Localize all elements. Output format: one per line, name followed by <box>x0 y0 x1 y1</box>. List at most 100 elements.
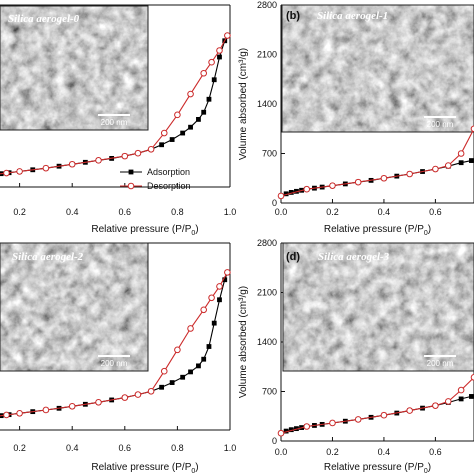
data-point-adsorption <box>196 363 201 369</box>
x-axis-title: Relative pressure (P/P0) <box>324 224 431 237</box>
data-point-adsorption <box>211 320 217 326</box>
data-point-desorption <box>68 402 76 410</box>
x-tick-label: 0.4 <box>378 447 391 457</box>
data-point-desorption <box>216 47 223 54</box>
data-point-desorption <box>380 411 388 419</box>
data-point-desorption <box>444 398 452 405</box>
data-point-desorption <box>95 157 102 164</box>
data-point-adsorption <box>188 369 193 375</box>
scale-bar-label: 200 nm <box>101 118 128 127</box>
data-point-desorption <box>380 174 388 182</box>
data-point-desorption <box>95 398 102 406</box>
data-point-desorption <box>134 391 142 398</box>
sample-title: Silica aerogel-1 <box>317 10 388 22</box>
y-tick-label: 0 <box>272 198 277 208</box>
data-point-adsorption <box>217 297 222 303</box>
data-point-adsorption <box>206 344 212 349</box>
data-point-desorption <box>216 283 223 290</box>
x-tick-label: 0.4 <box>378 207 391 217</box>
series-line <box>280 377 474 434</box>
data-point-desorption <box>224 32 231 39</box>
data-point-adsorption <box>188 124 193 130</box>
data-point-desorption <box>121 152 129 160</box>
data-point-adsorption <box>211 77 217 83</box>
data-point-adsorption <box>201 356 207 362</box>
data-point-adsorption <box>469 158 474 163</box>
data-point-adsorption <box>283 191 289 197</box>
data-point-adsorption <box>180 130 186 136</box>
data-point-desorption <box>354 416 362 423</box>
data-point-desorption <box>187 90 194 98</box>
y-tick-label: 0 <box>272 436 277 446</box>
data-point-adsorption <box>196 117 201 122</box>
data-point-adsorption <box>283 428 289 434</box>
x-axis-title: Relative pressure (P/P0) <box>91 462 198 474</box>
x-axis-title: Relative pressure (P/P0) <box>91 224 198 237</box>
legend-label: Adsorption <box>147 167 190 177</box>
data-point-desorption <box>121 394 129 401</box>
data-point-desorption <box>329 419 336 427</box>
y-tick-label: 700 <box>262 149 277 159</box>
y-axis-title: Volume absorbed (cm³/g) <box>238 286 249 398</box>
data-point-adsorption <box>469 394 474 399</box>
x-tick-label: 0.4 <box>66 443 79 453</box>
data-point-adsorption <box>458 160 464 166</box>
data-point-desorption <box>457 386 465 394</box>
x-tick-label: 0.8 <box>171 207 184 217</box>
y-tick-label: 2800 <box>257 0 277 10</box>
data-point-desorption <box>444 162 452 169</box>
data-point-adsorption <box>458 396 464 402</box>
scale-bar-label: 200 nm <box>427 359 454 368</box>
sem-micrograph <box>0 5 149 131</box>
y-tick-label: 2100 <box>257 288 277 298</box>
y-tick-label: 2100 <box>257 50 277 60</box>
sem-micrograph <box>0 242 149 372</box>
data-point-desorption <box>208 58 215 66</box>
data-point-desorption <box>134 149 142 157</box>
x-tick-label: 0.6 <box>429 207 442 217</box>
data-point-adsorption <box>159 142 165 148</box>
data-point-desorption <box>42 406 50 414</box>
panel-2: 0.2 0.4 0.6 0.8 1.0 Relative pressure (P/P0) S… <box>0 242 236 474</box>
x-tick-label: 0.8 <box>171 443 184 453</box>
data-point-desorption <box>432 402 439 409</box>
data-point-desorption <box>200 306 207 314</box>
data-point-desorption <box>457 150 465 157</box>
data-point-adsorption <box>201 109 207 115</box>
y-tick-label: 2800 <box>257 238 277 248</box>
data-point-desorption <box>160 129 168 137</box>
sem-micrograph <box>282 242 474 372</box>
legend-marker <box>128 169 134 175</box>
data-point-desorption <box>187 325 194 332</box>
data-point-desorption <box>3 411 10 419</box>
data-point-desorption <box>147 387 155 395</box>
x-tick-label: 0.2 <box>326 447 339 457</box>
sample-title: Silica aerogel-2 <box>12 251 84 263</box>
data-point-adsorption <box>169 137 175 142</box>
data-point-desorption <box>432 165 439 173</box>
data-point-desorption <box>42 164 50 172</box>
data-point-desorption <box>160 367 168 375</box>
x-tick-label: 0.2 <box>13 207 26 217</box>
sample-title: Silica aerogel-3 <box>318 251 390 263</box>
data-point-desorption <box>303 185 311 193</box>
sem-micrograph <box>281 4 474 133</box>
y-tick-label: 1400 <box>257 337 277 347</box>
scale-bar-label: 200 nm <box>101 359 128 368</box>
x-tick-label: 0.6 <box>119 443 132 453</box>
data-point-desorption <box>208 294 215 302</box>
x-tick-label: 0.2 <box>13 443 26 453</box>
sample-title: Silica aerogel-0 <box>8 13 80 25</box>
x-tick-label: 0.0 <box>275 447 288 457</box>
data-point-adsorption <box>169 380 175 385</box>
data-point-desorption <box>277 429 285 437</box>
y-axis-title: Volume absorbed (cm³/g) <box>238 48 249 160</box>
data-point-adsorption <box>217 54 222 60</box>
data-point-desorption <box>3 169 10 177</box>
y-tick-label: 700 <box>262 387 277 397</box>
panel-letter: (d) <box>286 251 300 263</box>
data-point-desorption <box>68 160 76 168</box>
panel-1: 0.0 0.2 0.4 0.6 0 700 1400 2100 2800 Relative pre… <box>238 0 474 237</box>
data-point-desorption <box>303 423 311 430</box>
